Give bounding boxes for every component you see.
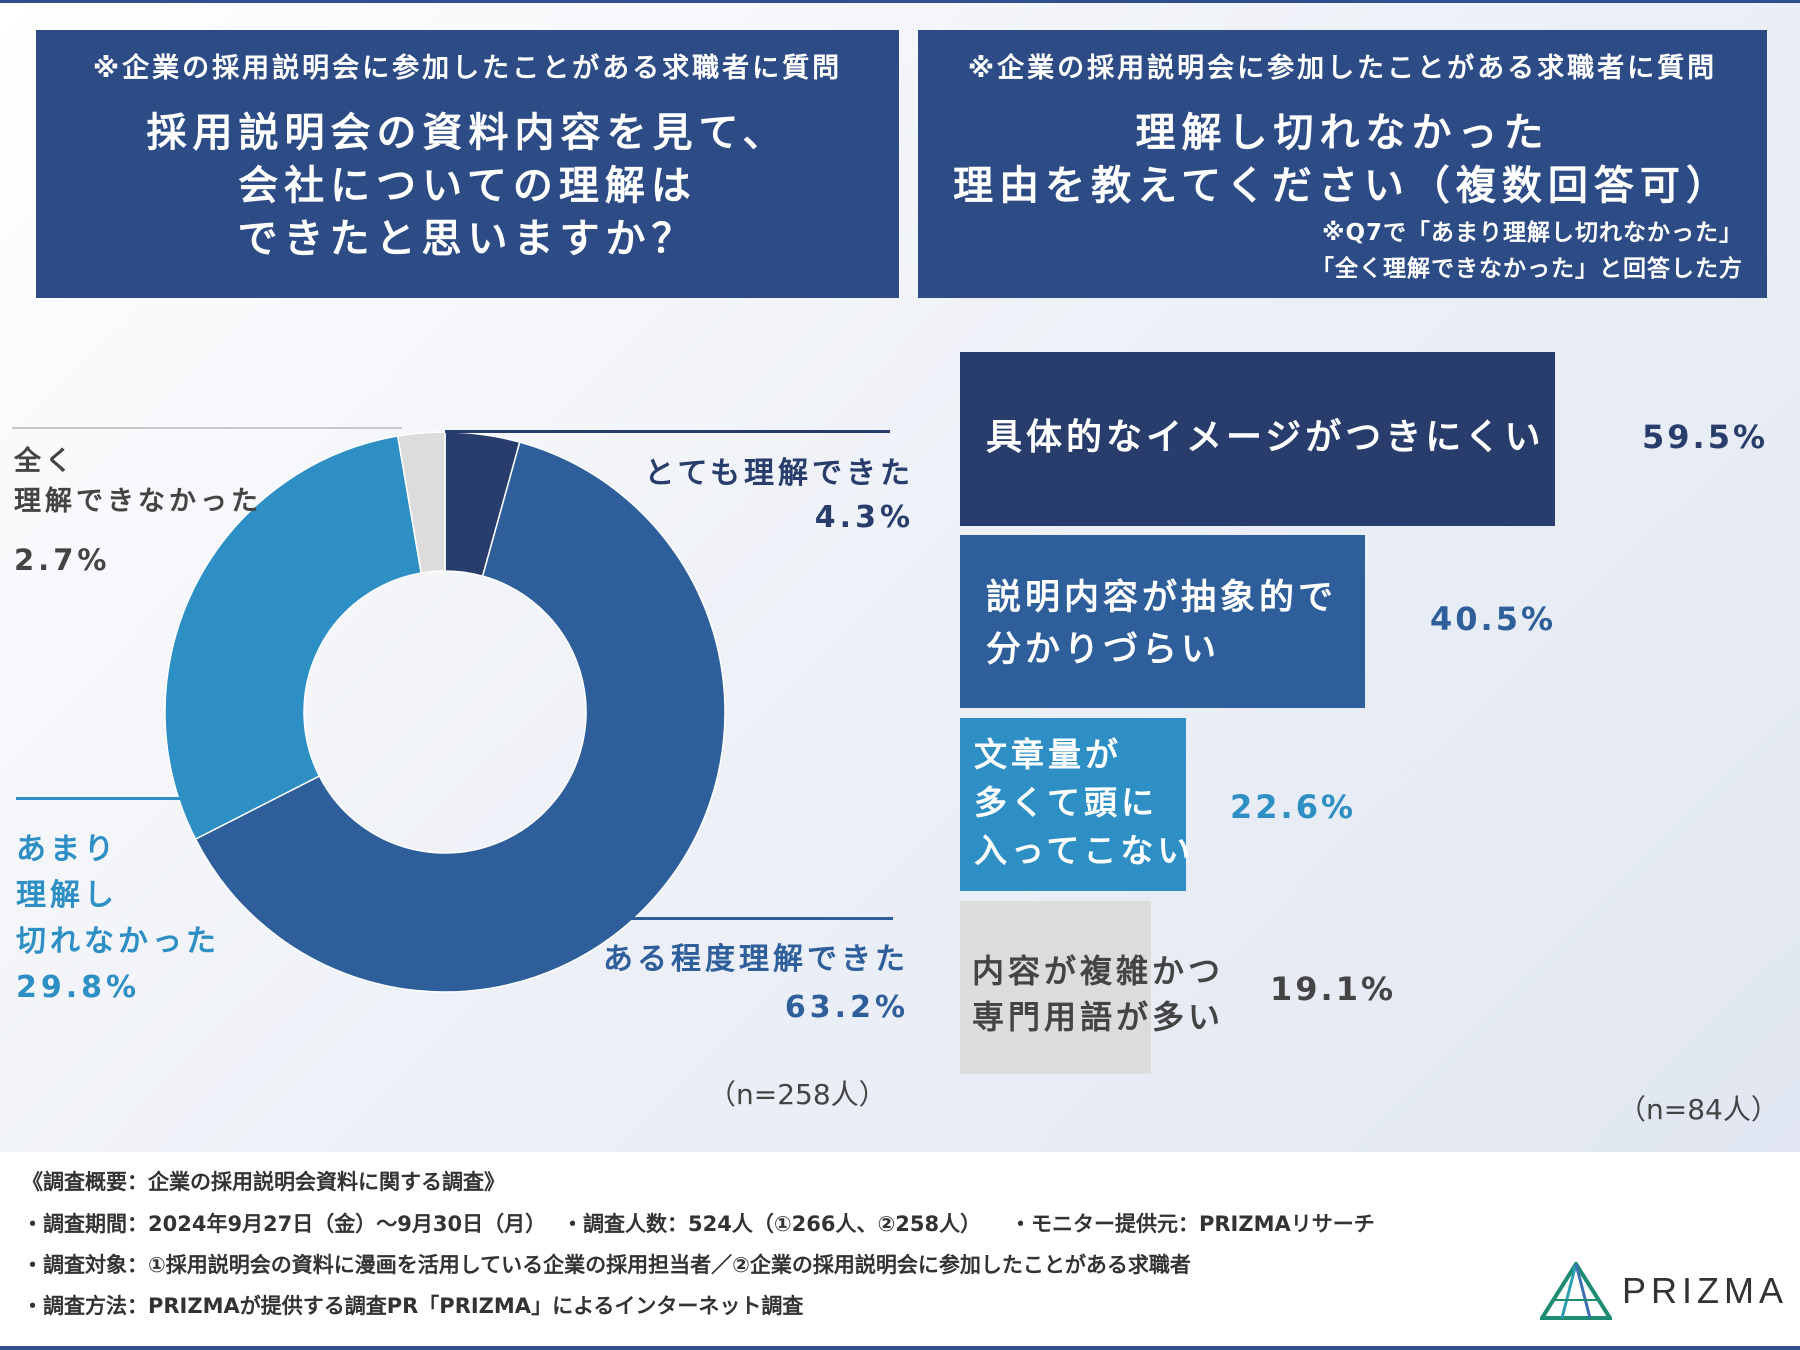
bar-label-0: 具体的なイメージがつきにくい <box>986 414 1545 462</box>
bar-label-line: 文章量が <box>974 735 1122 774</box>
right-panel-note: ※企業の採用説明会に参加したことがある求職者に質問 <box>967 53 1718 84</box>
bar-label-line: 具体的なイメージがつきにくい <box>986 417 1545 458</box>
label-not-really: あまり 理解し 切れなかった 29.8% <box>16 827 220 1011</box>
bar-label-line: 分かりづらい <box>986 630 1221 670</box>
prizma-logo-text: PRIZMA <box>1622 1270 1789 1311</box>
label-somewhat-value: 63.2% <box>784 990 909 1025</box>
bar-label-3: 内容が複雑かつ 専門用語が多い <box>972 948 1224 1040</box>
donut-slice-1 <box>194 441 726 993</box>
bar-value-3: 19.1% <box>1270 970 1397 1008</box>
left-question-panel: ※企業の採用説明会に参加したことがある求職者に質問 採用説明会の資料内容を見て、… <box>36 30 899 298</box>
footer-target: ・調査対象：①採用説明会の資料に漫画を活用している企業の採用担当者／②企業の採用… <box>22 1253 1191 1277</box>
footer-method: ・調査方法：PRIZMAが提供する調査PR「PRIZMA」によるインターネット調… <box>22 1294 804 1318</box>
bar-0 <box>960 352 1555 526</box>
prizma-triangle-icon <box>1538 1260 1614 1320</box>
label-not-at-all: 全く 理解できなかった 2.7% <box>14 442 262 580</box>
left-question-line: 会社についての理解は <box>238 163 697 209</box>
right-question-line: 理解し切れなかった <box>1135 110 1550 156</box>
left-panel-note: ※企業の採用説明会に参加したことがある求職者に質問 <box>92 53 843 84</box>
leader-line-not-at-all <box>12 427 402 429</box>
bar-label-1: 説明内容が抽象的で 分かりづらい <box>986 572 1337 676</box>
footer-provider: ・モニター提供元：PRIZMAリサーチ <box>1010 1212 1375 1236</box>
footer-count: ・調査人数：524人（①266人、②258人） <box>562 1212 982 1236</box>
donut-slice-2 <box>164 435 423 841</box>
label-not-really-text: あまり <box>16 832 118 867</box>
bar-label-2: 文章量が 多くて頭に 入ってこない <box>974 731 1194 875</box>
donut-slice-3 <box>396 431 446 574</box>
label-very-well-value: 4.3% <box>814 500 914 535</box>
top-border <box>0 0 1800 3</box>
label-not-at-all-text: 理解できなかった <box>14 486 262 517</box>
label-not-at-all-value: 2.7% <box>14 543 111 577</box>
label-somewhat-text: ある程度理解できた <box>603 942 909 977</box>
label-not-really-text: 理解し <box>16 878 118 913</box>
footer-period: ・調査期間：2024年9月27日（金）〜9月30日（月） <box>22 1212 547 1236</box>
label-not-really-text: 切れなかった <box>16 924 220 959</box>
left-question-line: できたと思いますか？ <box>237 216 698 262</box>
label-very-well: とても理解できた 4.3% <box>644 448 914 535</box>
bar-label-line: 多くて頭に <box>974 783 1159 822</box>
label-not-at-all-text: 全く <box>14 446 76 477</box>
bar-label-line: 専門用語が多い <box>972 998 1225 1036</box>
bar-1 <box>960 535 1365 708</box>
left-question-line: 採用説明会の資料内容を見て、 <box>146 110 789 156</box>
bar-2 <box>960 718 1186 891</box>
bar-value-1: 40.5% <box>1430 600 1557 638</box>
bar-value-0: 59.5% <box>1642 418 1769 456</box>
leader-line-very-well <box>445 430 890 433</box>
bar-3 <box>960 901 1151 1074</box>
prizma-logo: PRIZMA <box>1538 1260 1783 1322</box>
right-question-line: 理由を教えてください（複数回答可） <box>953 163 1732 209</box>
bar-label-line: 説明内容が抽象的で <box>986 578 1338 618</box>
right-question-panel: ※企業の採用説明会に参加したことがある求職者に質問 理解し切れなかった 理由を教… <box>918 30 1767 298</box>
bar-label-line: 入ってこない <box>974 831 1195 870</box>
right-panel-subnote: ※Q7で「あまり理解し切れなかった」 <box>1322 220 1743 246</box>
donut-chart <box>164 431 726 993</box>
label-very-well-text: とても理解できた <box>644 456 914 491</box>
bar-label-line: 内容が複雑かつ <box>972 952 1225 990</box>
left-question-text: 採用説明会の資料内容を見て、 会社についての理解は できたと思いますか？ <box>36 107 899 266</box>
bar-sample-size: （n=84人） <box>1618 1093 1779 1126</box>
footer-title: 《調査概要：企業の採用説明会資料に関する調査》 <box>22 1170 505 1194</box>
right-question-text: 理解し切れなかった 理由を教えてください（複数回答可） <box>918 107 1767 213</box>
label-not-really-value: 29.8% <box>16 970 141 1005</box>
bottom-border <box>0 1346 1800 1350</box>
leader-line-somewhat <box>630 917 893 920</box>
leader-line-not-really <box>16 797 186 800</box>
bar-value-2: 22.6% <box>1230 788 1357 826</box>
survey-footer: 《調査概要：企業の採用説明会資料に関する調査》 ・調査期間：2024年9月27日… <box>0 1152 1800 1346</box>
donut-sample-size: （n=258人） <box>708 1078 887 1111</box>
label-somewhat: ある程度理解できた 63.2% <box>603 934 909 1025</box>
right-panel-subnote: 「全く理解できなかった」と回答した方 <box>1311 256 1743 282</box>
